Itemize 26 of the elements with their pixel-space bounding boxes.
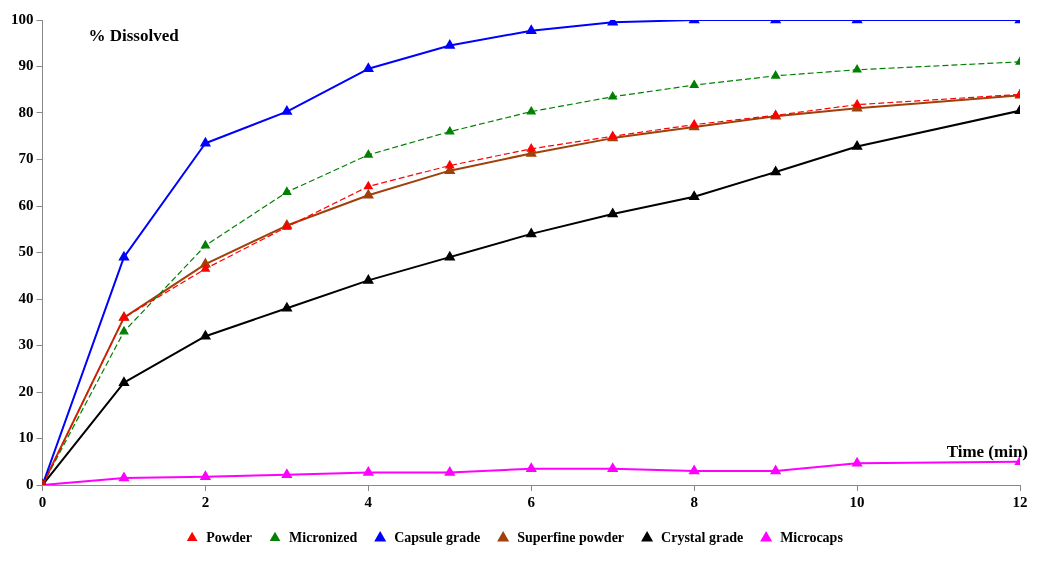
legend-label: Superfine powder [517,529,625,545]
legend-label: Capsule grade [394,529,481,545]
y-tick-label: 100 [11,10,34,27]
x-tick-label: 0 [38,493,47,510]
x-tick-label: 6 [527,493,536,510]
y-tick-label: 40 [18,289,34,306]
y-tick-label: 80 [18,103,34,120]
x-tick-label: 12 [1012,493,1028,510]
y-tick-label: 0 [26,475,34,492]
y-tick-label: 20 [18,382,34,399]
legend-label: Powder [206,529,253,545]
x-tick-label: 4 [364,493,373,510]
legend-label: Crystal grade [661,529,744,545]
x-tick-label: 10 [849,493,865,510]
y-tick-label: 70 [18,150,34,167]
y-tick-label: 10 [18,429,34,446]
x-tick-label: 8 [690,493,698,510]
y-axis-title: % Dissolved [88,25,180,45]
x-tick-label: 2 [201,493,210,510]
y-tick-label: 50 [18,243,34,260]
x-axis-title: Time (min) [946,441,1028,461]
legend-label: Microcaps [780,529,844,545]
y-tick-label: 60 [18,196,34,213]
y-tick-label: 30 [18,336,34,353]
legend-label: Micronized [289,529,358,545]
y-tick-label: 90 [18,57,34,74]
